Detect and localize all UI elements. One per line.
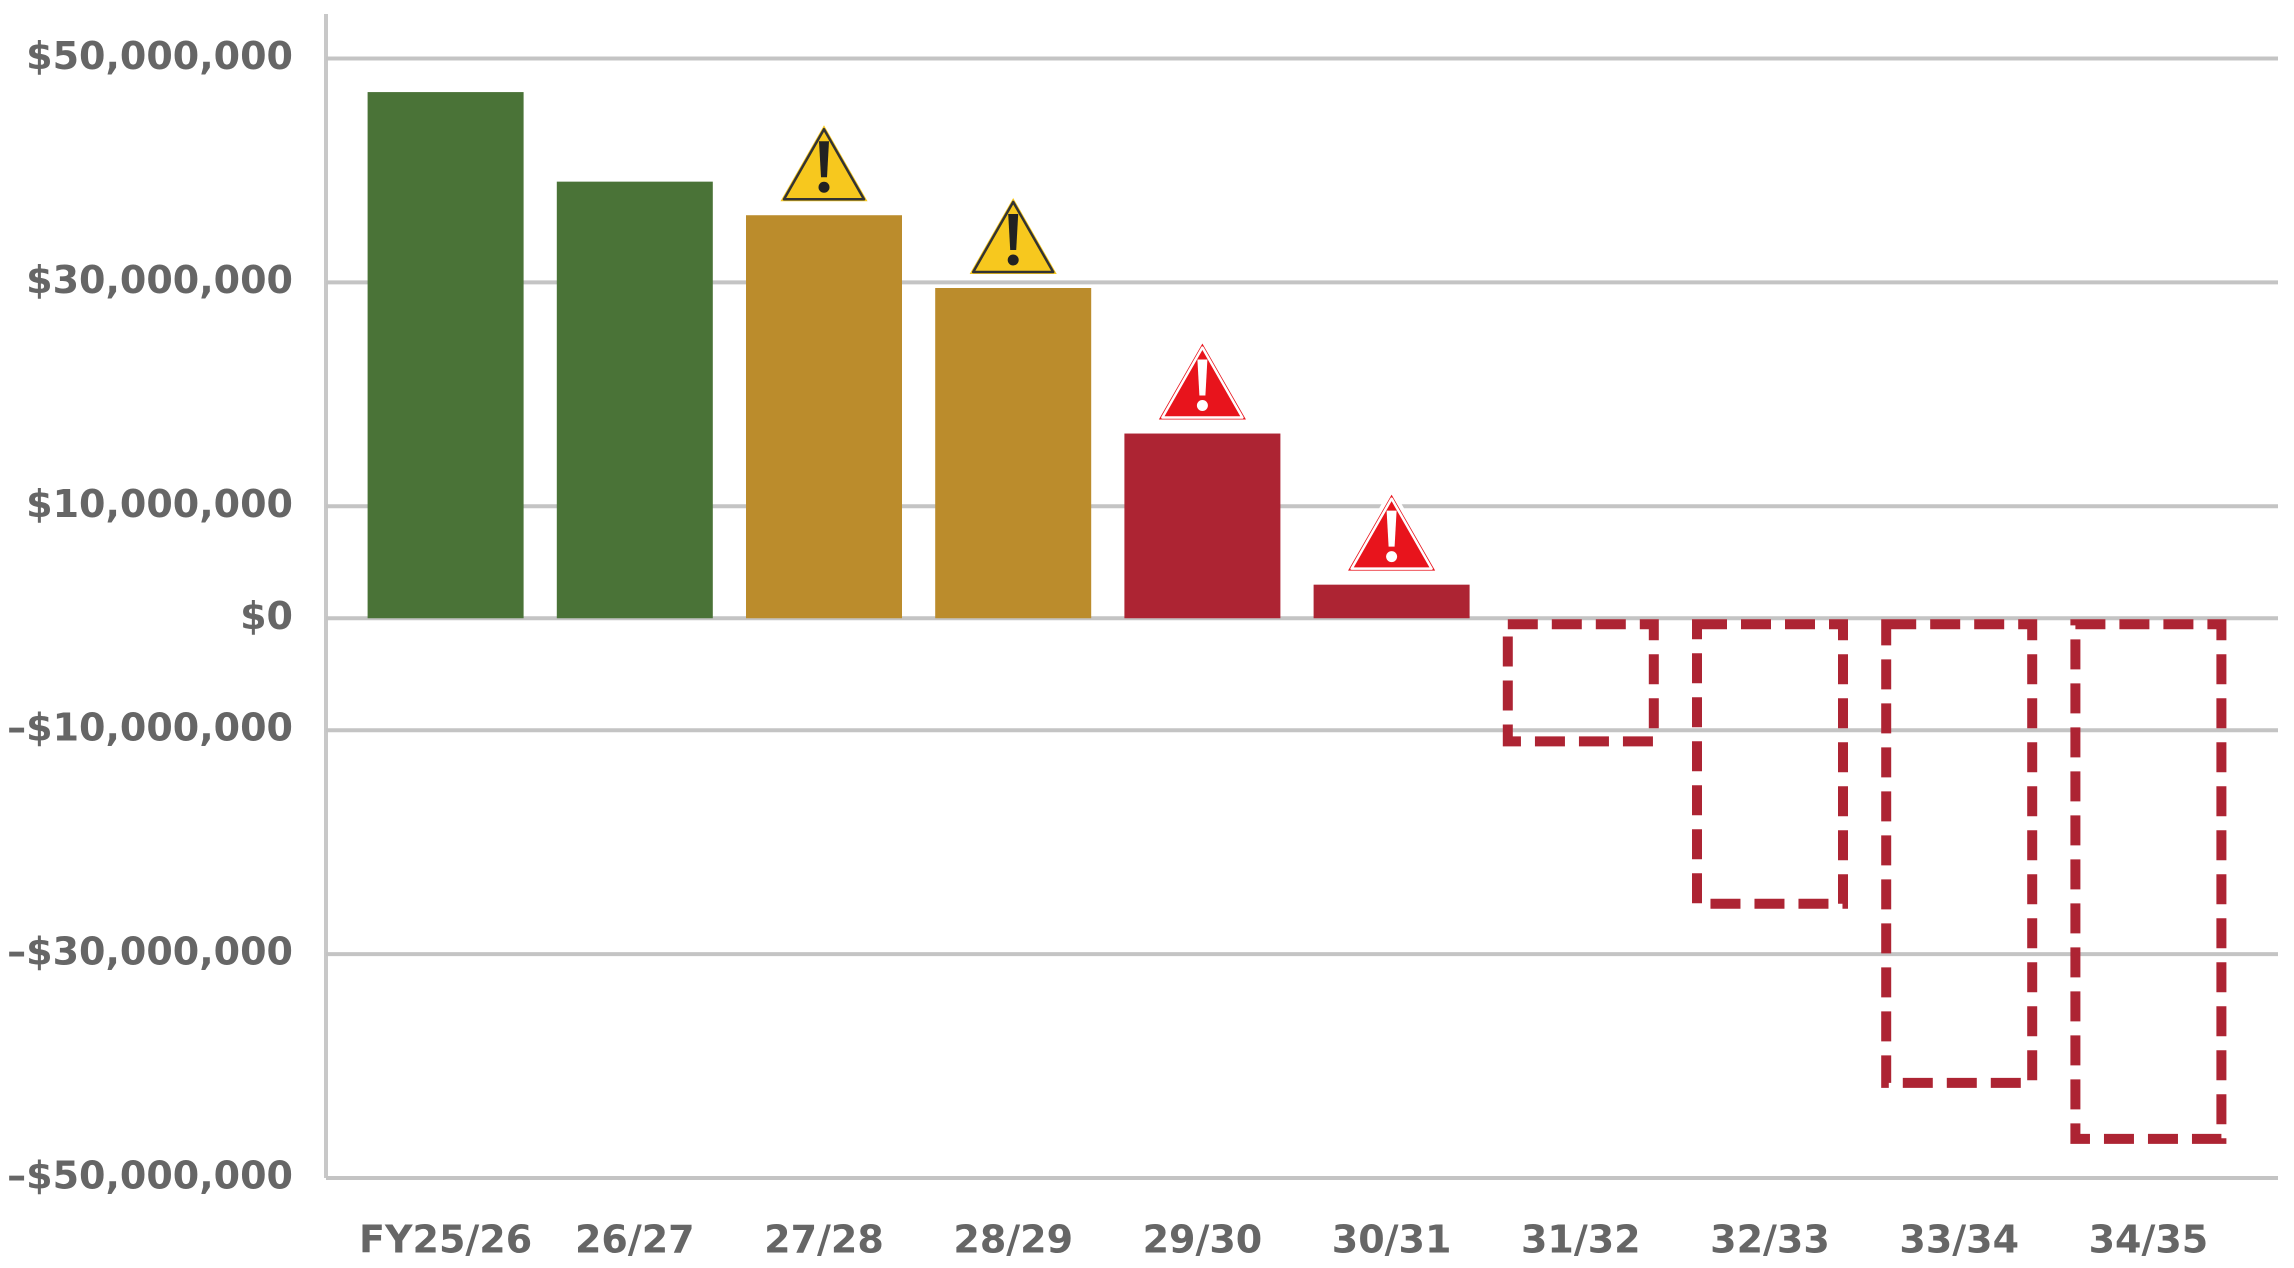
bar	[935, 287, 1092, 619]
y-tick-label: $0	[240, 594, 293, 638]
bar	[746, 215, 902, 619]
x-tick-label: 26/27	[575, 1218, 695, 1262]
warning-icon	[1153, 337, 1252, 424]
x-tick-label: 27/28	[764, 1218, 884, 1262]
y-tick-label: –$10,000,000	[7, 706, 293, 750]
warning-icon	[964, 191, 1063, 278]
warning-dot	[818, 181, 830, 193]
warning-bang	[1197, 359, 1208, 396]
warning-outline	[1161, 346, 1244, 419]
x-tick-label: 34/35	[2089, 1218, 2209, 1262]
y-tick-label: –$30,000,000	[7, 930, 293, 974]
y-tick-label: $30,000,000	[26, 258, 293, 302]
y-tick-label: –$50,000,000	[7, 1154, 293, 1198]
warning-icon	[1342, 488, 1441, 575]
bar	[2070, 619, 2227, 1144]
x-tick-label: FY25/26	[359, 1218, 532, 1262]
warning-dot	[1196, 400, 1208, 412]
x-tick-label: 30/31	[1332, 1218, 1452, 1262]
x-tick-label: 32/33	[1710, 1218, 1830, 1262]
x-tick-label: 28/29	[953, 1218, 1073, 1262]
warning-dot	[1007, 254, 1019, 266]
warning-outline	[971, 200, 1055, 274]
warning-bang	[819, 141, 829, 178]
x-tick-label: 29/30	[1143, 1218, 1263, 1262]
warning-outline	[1350, 497, 1433, 570]
y-tick-label: $50,000,000	[26, 34, 293, 78]
warning-dot	[1386, 551, 1398, 563]
x-tick-label: 33/34	[1899, 1218, 2019, 1262]
bar	[1692, 619, 1848, 909]
bar	[1502, 619, 1659, 747]
bar	[1881, 619, 2038, 1088]
warning-outline	[782, 127, 866, 201]
warning-bang	[1008, 213, 1019, 250]
bar	[1313, 584, 1470, 619]
warning-bang	[1386, 510, 1397, 547]
x-tick-label: 31/32	[1521, 1218, 1641, 1262]
y-tick-label: $10,000,000	[26, 482, 293, 526]
bar	[556, 181, 713, 619]
bar	[1124, 433, 1281, 619]
warning-icon	[775, 119, 873, 206]
bar	[367, 92, 524, 619]
